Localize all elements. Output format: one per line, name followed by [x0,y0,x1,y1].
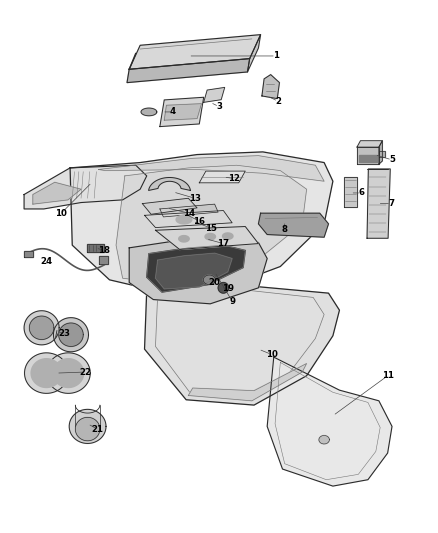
Text: 18: 18 [98,246,110,255]
Text: 24: 24 [40,257,52,265]
Polygon shape [176,215,192,224]
Polygon shape [319,435,329,444]
Polygon shape [258,213,328,237]
Text: 21: 21 [91,425,103,433]
Polygon shape [31,359,62,387]
Text: 17: 17 [217,239,230,248]
Polygon shape [147,245,245,292]
Polygon shape [160,204,218,217]
Text: 11: 11 [381,372,394,380]
Polygon shape [379,151,385,157]
Text: 8: 8 [282,225,288,233]
Text: 15: 15 [205,224,217,232]
Polygon shape [155,253,232,289]
Polygon shape [99,256,108,264]
Polygon shape [199,171,245,183]
Polygon shape [33,182,81,204]
Polygon shape [87,244,104,252]
Polygon shape [99,156,324,181]
Polygon shape [145,211,232,228]
Text: 20: 20 [208,278,221,287]
Polygon shape [145,287,339,405]
Text: 6: 6 [358,189,364,197]
Polygon shape [70,152,333,293]
Polygon shape [223,233,233,239]
Polygon shape [218,282,229,293]
Text: 13: 13 [189,194,201,203]
Text: 5: 5 [389,156,395,164]
Polygon shape [204,87,225,102]
Polygon shape [379,141,382,164]
Polygon shape [29,316,54,340]
Text: 16: 16 [193,217,205,225]
Polygon shape [142,198,197,214]
Polygon shape [357,147,379,164]
Polygon shape [155,227,258,249]
Polygon shape [24,165,147,209]
Polygon shape [129,35,261,69]
Polygon shape [344,177,357,206]
Text: 2: 2 [275,97,281,106]
Polygon shape [148,177,191,190]
Polygon shape [164,103,201,120]
Polygon shape [160,97,204,126]
Text: 10: 10 [55,209,67,217]
Text: 4: 4 [170,108,176,116]
Polygon shape [179,236,189,242]
Text: 23: 23 [59,329,71,337]
Polygon shape [127,59,250,83]
Text: 7: 7 [388,199,394,208]
Text: 10: 10 [265,350,278,359]
Polygon shape [247,35,261,72]
Polygon shape [69,409,106,443]
Polygon shape [24,251,33,257]
Text: 9: 9 [229,297,235,305]
Polygon shape [46,353,90,393]
Polygon shape [359,155,377,162]
Polygon shape [129,237,267,304]
Text: 14: 14 [183,209,195,217]
Text: 3: 3 [216,102,222,111]
Polygon shape [116,165,307,284]
Polygon shape [262,75,279,99]
Polygon shape [141,108,157,116]
Text: 19: 19 [222,285,234,293]
Polygon shape [53,359,84,387]
Polygon shape [367,169,390,238]
Polygon shape [205,233,215,240]
Polygon shape [59,323,83,346]
Polygon shape [24,311,59,345]
Polygon shape [267,357,392,486]
Polygon shape [53,318,88,352]
Text: 12: 12 [228,174,240,183]
Text: 22: 22 [79,368,92,376]
Polygon shape [357,141,382,147]
Polygon shape [25,353,68,393]
Polygon shape [203,275,215,285]
Text: 1: 1 [273,52,279,60]
Polygon shape [188,364,307,401]
Polygon shape [75,417,100,441]
